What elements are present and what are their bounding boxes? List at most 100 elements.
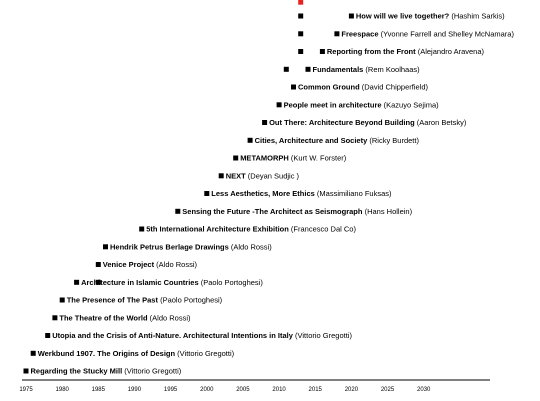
exhibition-curator: (Aldo Rossi) <box>154 260 197 269</box>
x-axis: 1975 1980 1985 1990 1995 2000 2005 2010 2015 2020… <box>19 379 490 393</box>
exhibition-title: Hendrik Petrus Berlage Drawings <box>110 242 229 251</box>
exhibition-marker <box>298 13 304 19</box>
exhibition-title: How will we live together? <box>356 12 450 21</box>
exhibition-title: 5th International Architecture Exhibitio… <box>146 225 289 234</box>
exhibition-marker <box>204 191 210 196</box>
exhibition-curator: (David Chipperfield) <box>360 83 429 92</box>
exhibition-marker <box>175 208 181 214</box>
exhibition-label: Fundamentals (Rem Koolhaas) <box>313 65 421 74</box>
exhibition-label: Reporting from the Front (Alejandro Arav… <box>327 47 485 56</box>
exhibition-marker <box>283 66 289 72</box>
exhibition-label: The Presence of The Past (Paolo Portoghe… <box>67 296 223 305</box>
x-tick-label: 1975 <box>19 387 33 393</box>
exhibition-label: NEXT (Deyan Sudjic ) <box>226 171 300 180</box>
exhibition-title: Fundamentals <box>313 65 364 74</box>
x-tick-label: 1990 <box>128 387 142 393</box>
x-tick-label: 2005 <box>236 387 250 393</box>
exhibition-title: Out There: Architecture Beyond Building <box>269 118 415 127</box>
x-tick-label: 2015 <box>309 387 323 393</box>
x-tick-label: 1980 <box>56 387 70 393</box>
exhibition-label: Werkbund 1907. The Origins of Design (Vi… <box>38 349 235 358</box>
exhibition-label: METAMORPH (Kurt W. Forster) <box>240 154 347 163</box>
exhibition-marker <box>59 297 65 303</box>
exhibition-title: The Presence of The Past <box>67 296 159 305</box>
exhibition-marker <box>276 102 282 108</box>
exhibition-curator: (Kazuyo Sejima) <box>382 101 440 110</box>
exhibition-label: Less Aesthetics, More Ethics (Massimilia… <box>211 189 392 198</box>
exhibition-curator: (Massimiliano Fuksas) <box>315 189 392 198</box>
exhibition-marker <box>262 120 268 125</box>
exhibition-marker <box>298 49 304 54</box>
x-tick-label: 2025 <box>381 387 395 393</box>
exhibition-curator: (Hashim Sarkis) <box>449 12 505 21</box>
exhibition-curator: (Vittorio Gregotti) <box>293 331 353 340</box>
exhibition-curator: (Hans Hollein) <box>362 207 412 216</box>
exhibition-label: Hendrik Petrus Berlage Drawings (Aldo Ro… <box>110 242 272 251</box>
exhibition-title: The Theatre of the World <box>59 313 148 322</box>
exhibition-title: Cities, Architecture and Society <box>255 136 369 145</box>
exhibition-marker <box>103 244 108 250</box>
exhibition-curator: (Alejandro Aravena) <box>416 47 485 56</box>
exhibition-curator: (Yvonne Farrell and Shelley McNamara) <box>379 30 515 39</box>
exhibition-curator: (Aldo Rossi) <box>229 242 272 251</box>
exhibition-title: Regarding the Stucky Mill <box>31 367 123 376</box>
exhibition-marker <box>233 155 239 161</box>
exhibition-label: Architecture in Islamic Countries (Paolo… <box>81 278 263 287</box>
exhibition-curator: (Vittorio Gregotti) <box>122 367 182 376</box>
exhibition-title: Venice Project <box>103 260 155 269</box>
exhibition-label: Utopia and the Crisis of Anti-Nature. Ar… <box>52 331 352 340</box>
exhibition-marker <box>52 315 58 321</box>
exhibition-marker <box>95 262 101 267</box>
exhibition-label: Regarding the Stucky Mill (Vittorio Greg… <box>31 367 182 376</box>
x-tick-label: 1995 <box>164 387 178 393</box>
exhibition-marker <box>139 226 145 232</box>
exhibition-marker <box>291 84 296 90</box>
exhibition-marker <box>218 173 224 179</box>
exhibition-curator: (Vittorio Gregotti) <box>175 349 235 358</box>
exhibition-curator: (Aldo Rossi) <box>148 313 191 322</box>
exhibition-title: Utopia and the Crisis of Anti-Nature. Ar… <box>52 331 294 340</box>
exhibition-label: People meet in architecture (Kazuyo Seji… <box>284 101 440 110</box>
exhibition-marker <box>30 350 36 356</box>
labels-layer: Regarding the Stucky Mill (Vittorio Greg… <box>31 12 515 376</box>
exhibition-marker <box>298 31 304 37</box>
exhibition-title: Freespace <box>341 30 378 39</box>
exhibition-label: Common Ground (David Chipperfield) <box>298 83 429 92</box>
exhibition-title: Reporting from the Front <box>327 47 416 56</box>
exhibition-label: Cities, Architecture and Society (Ricky … <box>255 136 420 145</box>
exhibition-label: Out There: Architecture Beyond Building … <box>269 118 467 127</box>
exhibition-title: Common Ground <box>298 83 360 92</box>
exhibition-label: 5th International Architecture Exhibitio… <box>146 225 356 234</box>
exhibition-marker <box>305 66 311 72</box>
markers-layer <box>23 0 354 374</box>
exhibition-title: METAMORPH <box>240 154 289 163</box>
exhibition-marker <box>23 368 29 374</box>
exhibition-curator: (Paolo Portoghesi) <box>199 278 264 287</box>
exhibition-curator: (Ricky Burdett) <box>367 136 419 145</box>
exhibition-marker <box>334 31 340 37</box>
exhibition-curator: (Kurt W. Forster) <box>289 154 347 163</box>
x-tick-label: 2020 <box>345 387 359 393</box>
x-tick-label: 2030 <box>417 387 431 393</box>
exhibition-label: Venice Project (Aldo Rossi) <box>103 260 198 269</box>
exhibition-title: NEXT <box>226 171 246 180</box>
x-tick-label: 1985 <box>92 387 106 393</box>
exhibition-marker <box>74 279 80 285</box>
exhibition-curator: (Rem Koolhaas) <box>363 65 420 74</box>
exhibition-title: Werkbund 1907. The Origins of Design <box>38 349 176 358</box>
exhibition-marker <box>348 13 354 19</box>
exhibition-curator: (Deyan Sudjic ) <box>246 171 300 180</box>
x-tick-label: 2010 <box>272 387 286 393</box>
exhibition-title: Less Aesthetics, More Ethics <box>211 189 315 198</box>
exhibition-label: Sensing the Future -The Architect as Sei… <box>182 207 412 216</box>
exhibition-curator: (Aaron Betsky) <box>415 118 467 127</box>
exhibition-title: Architecture in Islamic Countries <box>81 278 199 287</box>
exhibition-label: How will we live together? (Hashim Sarki… <box>356 12 505 21</box>
exhibition-marker <box>95 279 101 285</box>
exhibition-title: Sensing the Future -The Architect as Sei… <box>182 207 363 216</box>
exhibition-marker <box>247 137 253 143</box>
exhibition-marker <box>319 49 325 54</box>
exhibition-title: People meet in architecture <box>284 101 382 110</box>
exhibition-curator: (Paolo Portoghesi) <box>158 296 223 305</box>
